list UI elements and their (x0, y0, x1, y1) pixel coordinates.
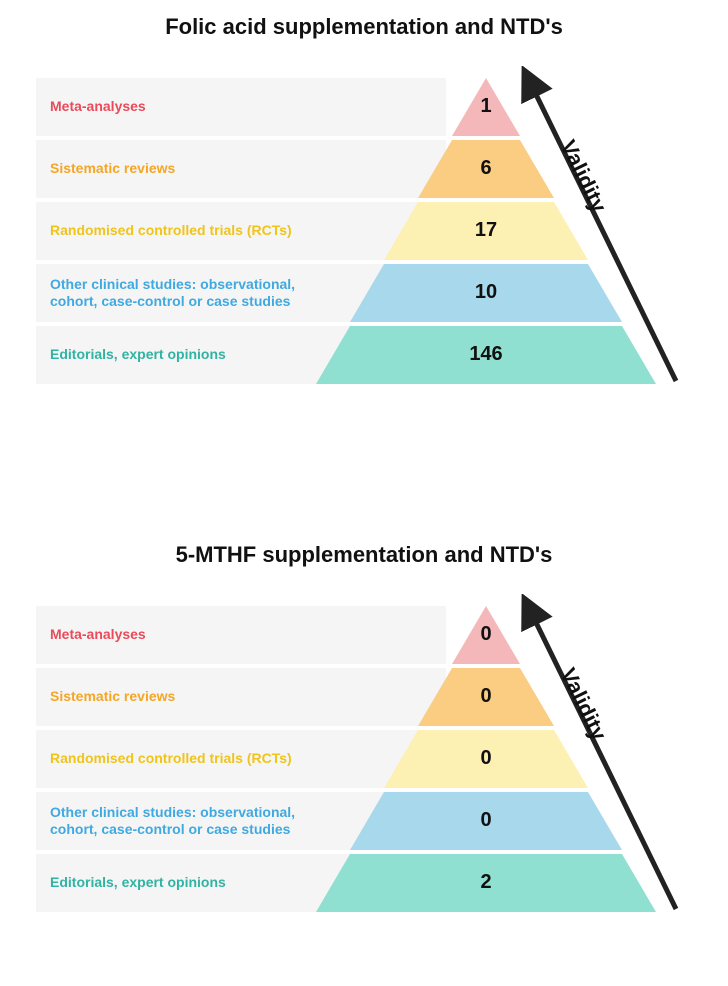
validity-arrow (36, 594, 716, 924)
chart2-pyramid: Meta-analysesSistematic reviewsRandomise… (36, 604, 716, 914)
chart1-pyramid: Meta-analysesSistematic reviewsRandomise… (36, 76, 716, 386)
chart2-title: 5-MTHF supplementation and NTD's (0, 542, 728, 568)
chart1-title: Folic acid supplementation and NTD's (0, 14, 728, 40)
validity-arrow (36, 66, 716, 396)
